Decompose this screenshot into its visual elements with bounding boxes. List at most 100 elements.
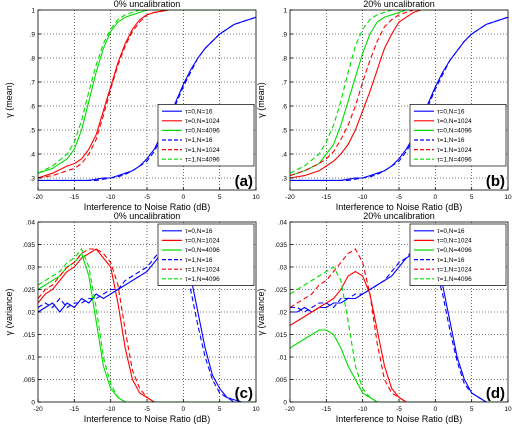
y-tick-label: .6 bbox=[282, 103, 288, 110]
series-line-tau-0-n-4096 bbox=[38, 10, 256, 174]
legend-entry-tau-1-n-16: τ=1,N=16 bbox=[437, 137, 465, 144]
x-tick-label: 5 bbox=[218, 406, 222, 413]
x-tick-label: -20 bbox=[33, 194, 43, 201]
chart-title: 20% uncalibration bbox=[363, 0, 435, 9]
legend: τ=0,N=16 τ=0,N=1024 τ=0,N=4096 τ=1,N=16 τ=1,… bbox=[157, 104, 255, 167]
legend-entry-tau-1-n-4096: τ=1,N=4096 bbox=[437, 276, 472, 283]
series-line-tau-1-n-1024 bbox=[38, 10, 256, 179]
y-tick-label: .01 bbox=[26, 354, 35, 361]
panel-c: -20 -15 -10 -5 0 5 10 0 .005 .01 .015 .02 .025 .03 .03… bbox=[4, 211, 260, 424]
x-tick-label: -5 bbox=[144, 194, 150, 201]
x-tick-label: -20 bbox=[33, 406, 43, 413]
x-tick-label: -10 bbox=[358, 194, 368, 201]
y-tick-label: .035 bbox=[274, 242, 287, 249]
x-axis-label: Interference to Noise Ratio (dB) bbox=[84, 414, 211, 424]
y-tick-label: .9 bbox=[30, 31, 36, 38]
x-tick-label: -10 bbox=[106, 406, 116, 413]
series-group bbox=[38, 243, 256, 402]
y-tick-label: 0 bbox=[31, 399, 35, 406]
legend-entry-tau-1-n-16: τ=1,N=16 bbox=[185, 137, 213, 144]
legend-entry-tau-1-n-4096: τ=1,N=4096 bbox=[185, 276, 220, 283]
x-tick-label: -10 bbox=[106, 194, 116, 201]
legend-box bbox=[409, 104, 507, 167]
chart-title: 0% uncalibration bbox=[114, 211, 181, 221]
y-axis-label: γ (variance) bbox=[4, 288, 14, 335]
panel-label: (c) bbox=[235, 385, 253, 402]
panel-label: (a) bbox=[235, 173, 253, 190]
y-axis-label: γ (variance) bbox=[256, 288, 266, 335]
panel-d: -20 -15 -10 -5 0 5 10 0 .005 .01 .015 .02 .025 .03 .03… bbox=[256, 211, 512, 424]
legend-entry-tau-0-n-16: τ=0,N=16 bbox=[185, 108, 213, 115]
x-tick-label: 10 bbox=[504, 406, 512, 413]
series-line-tau-0-n-4096 bbox=[290, 10, 508, 177]
y-tick-label: .015 bbox=[22, 332, 35, 339]
legend-entry-tau-1-n-1024: τ=1,N=1024 bbox=[437, 266, 472, 273]
x-tick-label: 0 bbox=[434, 194, 438, 201]
legend-box bbox=[157, 104, 255, 167]
panel-b: -20 -15 -10 -5 0 5 10 .3 .4 .5 .6 .7 .8 .9 1 20% uncali… bbox=[256, 0, 512, 212]
x-tick-label: 5 bbox=[470, 406, 474, 413]
legend-entry-tau-0-n-1024: τ=0,N=1024 bbox=[185, 118, 220, 125]
chart-title: 0% uncalibration bbox=[114, 0, 181, 9]
x-tick-label: -15 bbox=[70, 406, 80, 413]
legend-box bbox=[157, 223, 255, 286]
legend-entry-tau-0-n-4096: τ=0,N=4096 bbox=[437, 247, 472, 254]
series-line-tau-1-n-4096 bbox=[290, 10, 508, 174]
legend: τ=0,N=16 τ=0,N=1024 τ=0,N=4096 τ=1,N=16 τ=1,… bbox=[409, 104, 507, 167]
y-tick-label: .015 bbox=[274, 332, 287, 339]
legend-entry-tau-0-n-1024: τ=0,N=1024 bbox=[437, 118, 472, 125]
legend: τ=0,N=16 τ=0,N=1024 τ=0,N=4096 τ=1,N=16 τ=1,… bbox=[157, 223, 255, 286]
y-tick-label: .5 bbox=[282, 127, 288, 134]
series-group bbox=[290, 243, 508, 402]
legend-entry-tau-1-n-16: τ=1,N=16 bbox=[185, 257, 213, 264]
y-tick-label: .7 bbox=[30, 79, 36, 86]
x-tick-label: 10 bbox=[252, 194, 260, 201]
x-tick-label: 10 bbox=[504, 194, 512, 201]
y-tick-label: .4 bbox=[282, 151, 288, 158]
legend-entry-tau-0-n-4096: τ=0,N=4096 bbox=[437, 128, 472, 135]
x-tick-label: 10 bbox=[252, 406, 260, 413]
y-axis-label: γ (mean) bbox=[4, 82, 14, 118]
x-axis-label: Interference to Noise Ratio (dB) bbox=[336, 202, 463, 212]
legend-entry-tau-1-n-1024: τ=1,N=1024 bbox=[185, 266, 220, 273]
legend-entry-tau-1-n-1024: τ=1,N=1024 bbox=[437, 147, 472, 154]
legend-entry-tau-0-n-16: τ=0,N=16 bbox=[185, 228, 213, 235]
y-tick-label: .03 bbox=[278, 264, 287, 271]
series-line-tau-0-n-1024 bbox=[290, 10, 508, 179]
series-line-tau-1-n-4096 bbox=[38, 10, 256, 174]
legend-entry-tau-0-n-1024: τ=0,N=1024 bbox=[185, 238, 220, 245]
y-axis-label: γ (mean) bbox=[256, 82, 266, 118]
x-axis-label: Interference to Noise Ratio (dB) bbox=[84, 202, 211, 212]
legend: τ=0,N=16 τ=0,N=1024 τ=0,N=4096 τ=1,N=16 τ=1,… bbox=[409, 223, 507, 286]
legend-entry-tau-0-n-4096: τ=0,N=4096 bbox=[185, 128, 220, 135]
panel-label: (b) bbox=[486, 173, 505, 190]
legend-entry-tau-1-n-16: τ=1,N=16 bbox=[437, 257, 465, 264]
x-tick-label: -5 bbox=[144, 406, 150, 413]
series-group bbox=[38, 10, 256, 181]
y-tick-label: .02 bbox=[278, 309, 287, 316]
series-line-tau-1-n-4096 bbox=[290, 266, 508, 402]
x-tick-label: 0 bbox=[434, 406, 438, 413]
y-tick-label: 0 bbox=[283, 399, 287, 406]
series-group bbox=[290, 10, 508, 181]
legend-entry-tau-1-n-4096: τ=1,N=4096 bbox=[185, 156, 220, 163]
x-axis-label: Interference to Noise Ratio (dB) bbox=[336, 414, 463, 424]
series-line-tau-1-n-16 bbox=[38, 16, 256, 181]
y-tick-label: 1 bbox=[283, 7, 287, 14]
y-tick-label: .005 bbox=[274, 377, 287, 384]
series-line-tau-1-n-1024 bbox=[290, 10, 508, 177]
x-tick-label: -20 bbox=[285, 194, 295, 201]
y-tick-label: .04 bbox=[278, 219, 287, 226]
series-line-tau-1-n-16 bbox=[38, 243, 256, 402]
y-tick-label: .3 bbox=[30, 175, 36, 182]
x-tick-label: 0 bbox=[182, 194, 186, 201]
y-tick-label: .025 bbox=[274, 287, 287, 294]
x-tick-label: -5 bbox=[396, 194, 402, 201]
y-tick-label: 1 bbox=[31, 7, 35, 14]
chart-title: 20% uncalibration bbox=[363, 211, 435, 221]
legend-entry-tau-0-n-16: τ=0,N=16 bbox=[437, 228, 465, 235]
series-line-tau-1-n-16 bbox=[290, 16, 508, 181]
legend-box bbox=[409, 223, 507, 286]
series-line-tau-1-n-16 bbox=[290, 243, 508, 402]
